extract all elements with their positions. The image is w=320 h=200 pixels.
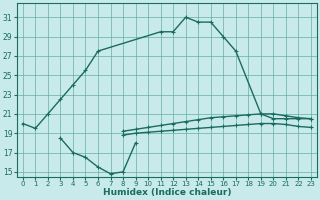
X-axis label: Humidex (Indice chaleur): Humidex (Indice chaleur) xyxy=(103,188,231,197)
